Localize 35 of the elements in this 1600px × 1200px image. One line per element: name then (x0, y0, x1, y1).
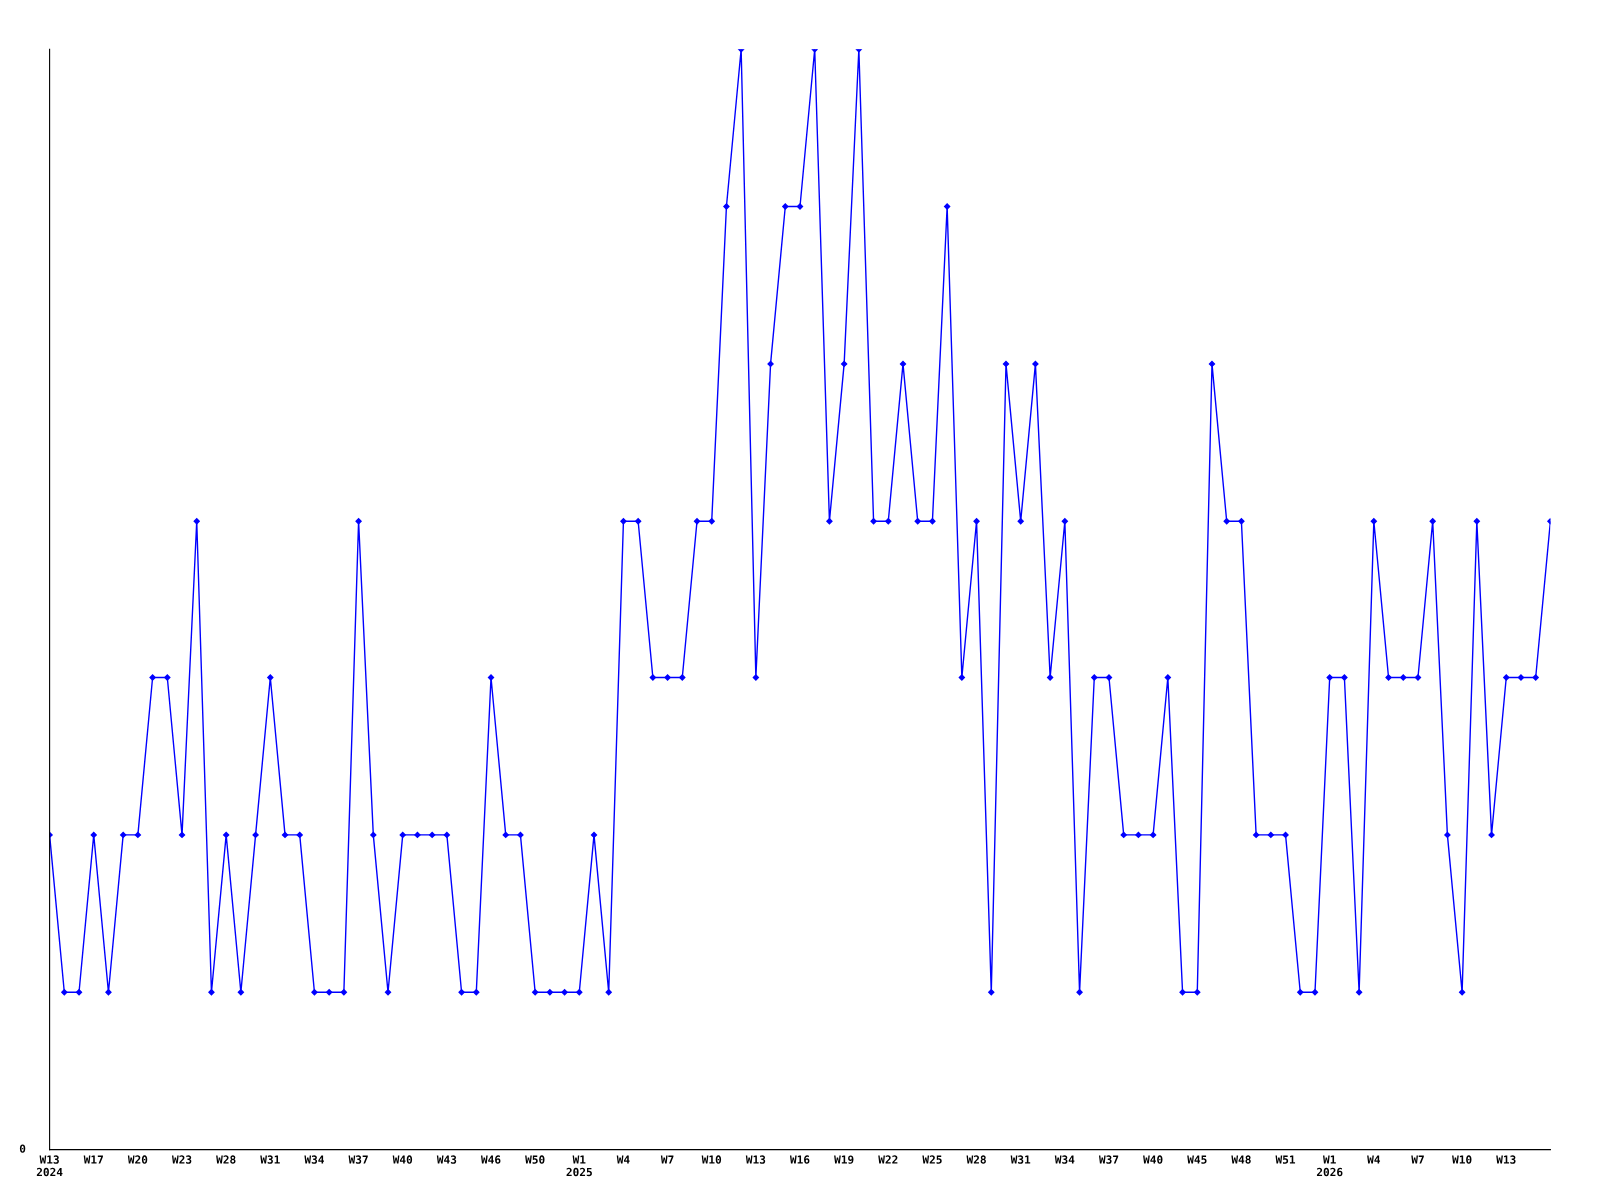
x-tick-label: W50 (525, 1155, 545, 1164)
x-tick-label: W28 (966, 1155, 986, 1164)
x-tick-label: W51 (1275, 1155, 1296, 1164)
x-tick-label: W28 (216, 1155, 236, 1164)
x-tick-label: W34 (1054, 1155, 1075, 1164)
x-tick-label: W7 (1411, 1155, 1424, 1164)
x-tick-label: W40 (392, 1155, 413, 1164)
x-tick-label: W43 (436, 1155, 457, 1164)
x-tick-label: W4 (616, 1155, 630, 1164)
x-tick-label: W37 (348, 1155, 368, 1164)
x-tick-label: W31 (1010, 1155, 1031, 1164)
x-tick-label: W13 2024 (36, 1155, 63, 1177)
x-tick-label: W13 (745, 1155, 766, 1164)
x-tick-label: W37 (1098, 1155, 1119, 1164)
x-tick-label: W22 (878, 1155, 898, 1164)
x-tick-label: W23 (171, 1155, 192, 1164)
x-tick-label: W40 (1143, 1155, 1163, 1164)
x-tick-label: W10 (701, 1155, 722, 1164)
x-tick-label: W20 (127, 1155, 148, 1164)
x-tick-label: W10 (1452, 1155, 1472, 1164)
x-tick-label: W45 (1187, 1155, 1207, 1164)
x-tick-label: W34 (304, 1155, 324, 1164)
text: 0 (19, 1144, 26, 1153)
x-tick-label: W19 (834, 1155, 854, 1164)
x-tick-label: W1 2025 (566, 1155, 592, 1177)
x-tick-label: W1 2026 (1316, 1155, 1343, 1177)
x-tick-label: W31 (260, 1155, 280, 1164)
x-tick-label: W13 (1496, 1155, 1516, 1164)
x-tick-label: W25 (922, 1155, 942, 1164)
x-tick-label: W46 (480, 1155, 501, 1164)
x-tick-label: W48 (1231, 1155, 1251, 1164)
x-tick-label: W7 (660, 1155, 674, 1164)
x-tick-label: W4 (1367, 1155, 1381, 1164)
x-tick-label: W17 (83, 1155, 103, 1164)
x-tick-label: W16 (789, 1155, 810, 1164)
